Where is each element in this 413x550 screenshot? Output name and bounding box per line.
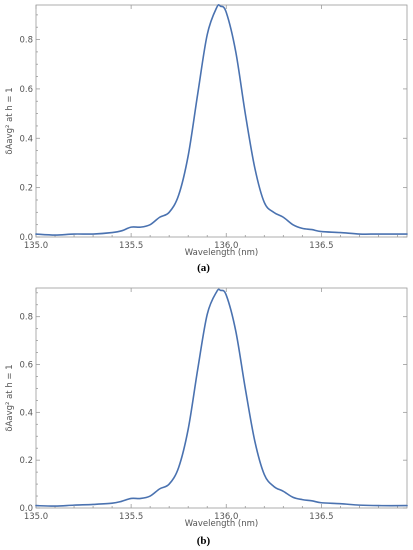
x-tick-label: 135.5 — [119, 512, 143, 522]
series-line — [35, 3, 408, 236]
x-tick-label: 136.0 — [214, 241, 238, 251]
x-tick-label: 135.0 — [24, 241, 48, 251]
y-tick-label: 0.8 — [19, 313, 33, 323]
x-tick-label: 135.5 — [119, 241, 143, 251]
chart-panel-a: 135.0 135.5 136.0 136.5 0.0 0.2 0.4 0.6 0.8 Wavel… — [5, 3, 408, 274]
plot-frame — [35, 287, 408, 509]
x-tick-label: 136.0 — [214, 512, 238, 522]
chart-panel-b: 135.0 135.5 136.0 136.5 0.0 0.2 0.4 0.6 0.8 Wavel… — [5, 287, 408, 547]
x-axis-label: Wavelength (nm) — [185, 248, 258, 258]
y-tick-label: 0.2 — [19, 456, 33, 466]
y-axis-label: δAavg² at h = 1 — [5, 87, 15, 154]
panel-label: (a) — [197, 262, 210, 274]
x-tick-label: 136.5 — [309, 241, 333, 251]
y-axis-label: δAavg² at h = 1 — [5, 364, 15, 431]
y-tick-label: 0.4 — [19, 134, 33, 144]
panel-label: (b) — [197, 535, 211, 547]
y-tick-label: 0.4 — [19, 408, 33, 418]
y-tick-label: 0.6 — [19, 85, 33, 95]
plot-frame — [35, 4, 408, 238]
x-tick-label: 135.0 — [24, 512, 48, 522]
y-tick-label: 0.2 — [19, 184, 33, 194]
y-tick-label: 0.6 — [19, 361, 33, 371]
y-tick-label: 0.0 — [19, 233, 33, 243]
series-line — [35, 288, 408, 507]
x-tick-label: 136.5 — [309, 512, 333, 522]
y-tick-label: 0.0 — [19, 504, 33, 514]
x-axis-label: Wavelength (nm) — [185, 519, 258, 529]
y-tick-label: 0.8 — [19, 36, 33, 46]
